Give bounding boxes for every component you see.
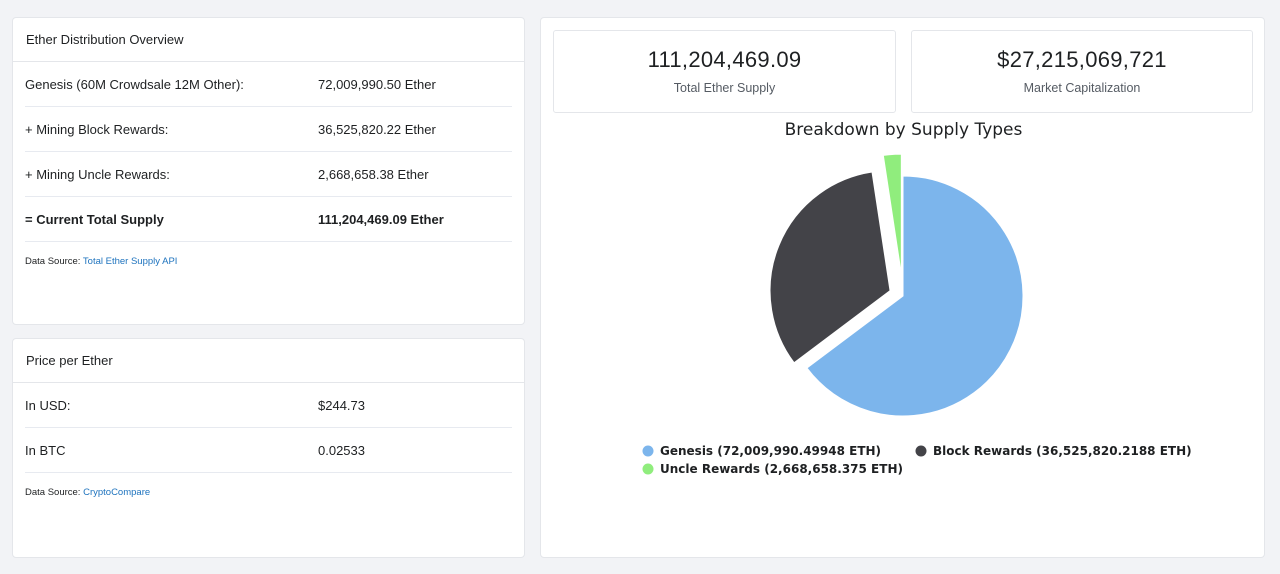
row-value: 0.02533 (318, 442, 365, 458)
legend-item-block-rewards[interactable]: Block Rewards (36,525,820.2188 ETH) (915, 444, 1192, 458)
row-value: 72,009,990.50 Ether (318, 76, 436, 92)
legend-label: Genesis (72,009,990.49948 ETH) (660, 444, 881, 458)
pie-slice-genesis[interactable] (806, 175, 1024, 417)
market-cap-value: $27,215,069,721 (997, 47, 1167, 72)
total-supply-stat: 111,204,469.09 Total Ether Supply (553, 30, 896, 113)
data-source: Data Source: Total Ether Supply API (25, 256, 512, 267)
legend-label: Uncle Rewards (2,668,658.375 ETH) (660, 462, 903, 476)
row-label: = Current Total Supply (25, 211, 164, 227)
uncle-rewards-row: + Mining Uncle Rewards: 2,668,658.38 Eth… (25, 152, 512, 197)
total-supply-label: Total Ether Supply (673, 81, 776, 95)
legend-label: Block Rewards (36,525,820.2188 ETH) (933, 444, 1192, 458)
supply-chart-card: 111,204,469.09 Total Ether Supply $27,21… (540, 17, 1265, 558)
total-ether-supply-api-link[interactable]: Total Ether Supply API (82, 256, 178, 267)
cryptocompare-link[interactable]: CryptoCompare (83, 487, 151, 498)
row-value: $244.73 (318, 397, 365, 413)
row-label: In USD: (25, 397, 71, 413)
market-cap-stat: $27,215,069,721 Market Capitalization (911, 30, 1253, 113)
btc-row: In BTC 0.02533 (25, 428, 512, 473)
legend-marker (642, 445, 654, 457)
data-source-label: Data Source: (25, 487, 84, 498)
chart-title: Breakdown by Supply Types (784, 120, 1023, 140)
row-value: 2,668,658.38 Ether (318, 166, 429, 182)
row-label: + Mining Block Rewards: (25, 121, 169, 137)
row-label: + Mining Uncle Rewards: (25, 166, 170, 182)
row-value: 111,204,469.09 Ether (318, 211, 444, 227)
supply-pie-chart: Genesis (72,009,990.49948 ETH) Block Rewa… (642, 153, 1192, 476)
total-supply-row: = Current Total Supply 111,204,469.09 Et… (25, 197, 512, 242)
legend-item-uncle-rewards[interactable]: Uncle Rewards (2,668,658.375 ETH) (642, 462, 903, 476)
legend-item-genesis[interactable]: Genesis (72,009,990.49948 ETH) (642, 444, 882, 458)
pie-slice-block-rewards[interactable] (769, 171, 891, 364)
row-label: Genesis (60M Crowdsale 12M Other): (25, 76, 244, 92)
genesis-row: Genesis (60M Crowdsale 12M Other): 72,00… (25, 62, 512, 107)
usd-row: In USD: $244.73 (25, 383, 512, 428)
row-value: 36,525,820.22 Ether (318, 121, 436, 137)
row-label: In BTC (25, 442, 66, 458)
overview-card-title: Ether Distribution Overview (13, 18, 524, 62)
distribution-overview-card: Ether Distribution Overview Genesis (60M… (12, 17, 525, 325)
data-source-label: Data Source: (25, 256, 83, 267)
market-cap-label: Market Capitalization (1023, 81, 1141, 95)
pie-slice-uncle-rewards[interactable] (882, 153, 902, 275)
price-card: Price per Ether In USD: $244.73 In BTC 0… (12, 338, 525, 558)
legend-marker (915, 445, 927, 457)
data-source: Data Source: CryptoCompare (25, 487, 512, 498)
block-rewards-row: + Mining Block Rewards: 36,525,820.22 Et… (25, 107, 512, 152)
legend-marker (642, 463, 654, 475)
price-card-title: Price per Ether (13, 339, 524, 383)
total-supply-value: 111,204,469.09 (647, 47, 802, 72)
